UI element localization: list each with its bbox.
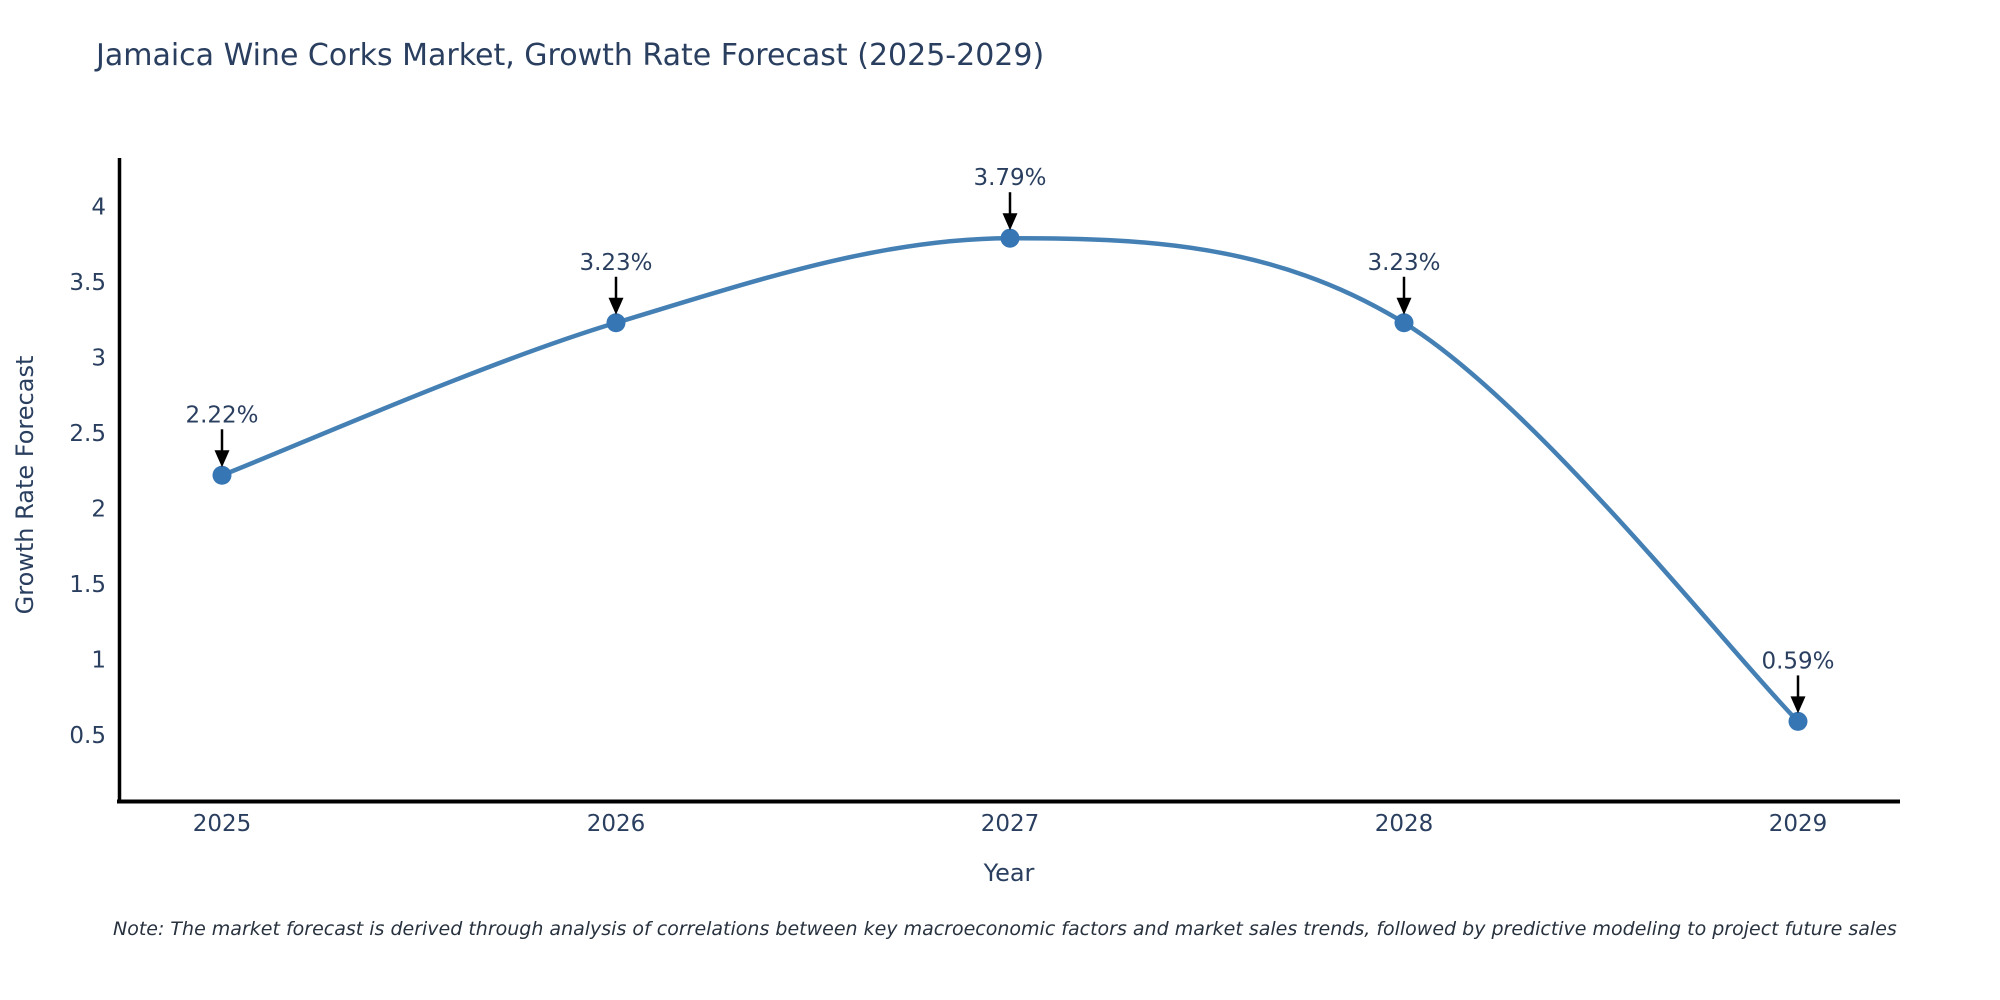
y-tick-label: 1 [91, 648, 106, 674]
x-tick-label: 2028 [1375, 811, 1434, 837]
x-tick-label: 2027 [981, 811, 1040, 837]
data-point[interactable] [606, 313, 626, 333]
data-point[interactable] [1788, 711, 1808, 731]
annotation-arrowhead-icon [1002, 213, 1018, 231]
data-point-label: 2.22% [185, 402, 258, 428]
data-point-label: 3.23% [579, 250, 652, 276]
y-tick-label: 3.5 [69, 270, 106, 296]
data-point-label: 3.23% [1367, 250, 1440, 276]
chart-title: Jamaica Wine Corks Market, Growth Rate F… [96, 38, 1045, 73]
forecast-line [219, 235, 1801, 724]
chart-footnote: Note: The market forecast is derived thr… [113, 918, 1897, 940]
data-point-label: 0.59% [1761, 648, 1834, 674]
y-tick-label: 0.5 [69, 723, 106, 749]
annotation-arrowhead-icon [1790, 696, 1806, 714]
x-tick-label: 2029 [1769, 811, 1828, 837]
y-tick-label: 2.5 [69, 421, 106, 447]
x-axis-title: Year [983, 859, 1035, 887]
x-tick-label: 2025 [193, 811, 252, 837]
y-tick-label: 4 [91, 195, 106, 221]
annotation-arrowhead-icon [608, 297, 624, 315]
y-tick-label: 1.5 [69, 572, 106, 598]
data-point[interactable] [1000, 228, 1020, 248]
annotation-arrowhead-icon [1396, 297, 1412, 315]
data-point-label: 3.79% [973, 165, 1046, 191]
annotation-arrowhead-icon [214, 450, 230, 468]
y-tick-label: 3 [91, 346, 106, 372]
x-tick-label: 2026 [587, 811, 646, 837]
y-tick-label: 2 [91, 497, 106, 523]
data-point[interactable] [1394, 313, 1414, 333]
data-point[interactable] [212, 465, 232, 485]
